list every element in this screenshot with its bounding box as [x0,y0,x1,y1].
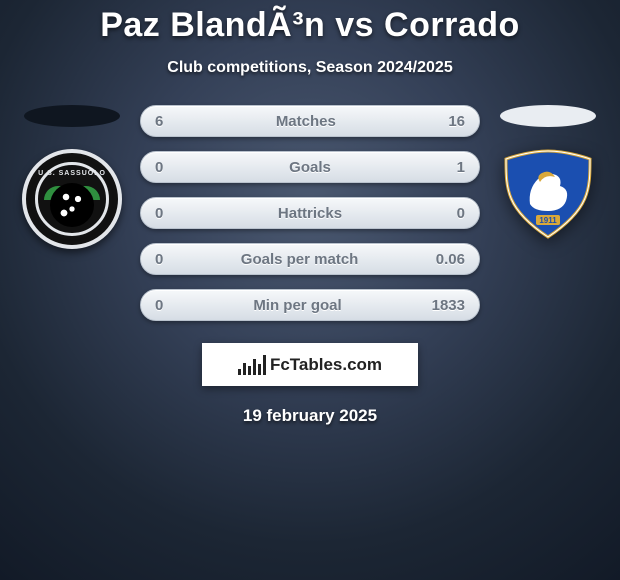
stat-label: Goals per match [163,251,435,268]
stat-left-value: 0 [155,297,163,314]
stat-label: Matches [163,113,448,130]
comparison-row: U.S. SASSUOLO 6 Matches 16 0 Goals 1 0 H… [0,105,620,321]
crest-year: 1911 [539,216,557,225]
bar-chart-icon [238,355,266,375]
branding-text: FcTables.com [270,355,382,375]
stat-right-value: 16 [448,113,465,130]
stat-row-goals: 0 Goals 1 [140,151,480,183]
left-team-column: U.S. SASSUOLO [22,105,122,249]
stat-label: Hattricks [163,205,456,222]
left-team-crest: U.S. SASSUOLO [22,149,122,249]
stat-label: Min per goal [163,297,431,314]
stat-right-value: 0.06 [436,251,465,268]
stat-left-value: 6 [155,113,163,130]
stats-list: 6 Matches 16 0 Goals 1 0 Hattricks 0 0 G… [140,105,480,321]
stat-row-matches: 6 Matches 16 [140,105,480,137]
crest-ball-icon [50,183,94,227]
stat-row-min-per-goal: 0 Min per goal 1833 [140,289,480,321]
stat-left-value: 0 [155,205,163,222]
left-team-name: U.S. SASSUOLO [38,170,106,177]
left-player-shadow [24,105,120,127]
page-subtitle: Club competitions, Season 2024/2025 [167,59,452,77]
content-wrapper: Paz BlandÃ³n vs Corrado Club competition… [0,0,620,426]
stat-left-value: 0 [155,159,163,176]
branding-box: FcTables.com [202,343,418,386]
stat-right-value: 1 [457,159,465,176]
stat-row-goals-per-match: 0 Goals per match 0.06 [140,243,480,275]
right-player-shadow [500,105,596,127]
stat-row-hattricks: 0 Hattricks 0 [140,197,480,229]
page-title: Paz BlandÃ³n vs Corrado [100,6,520,45]
right-team-column: 1911 [498,105,598,239]
stat-right-value: 0 [457,205,465,222]
stat-label: Goals [163,159,456,176]
right-team-crest: 1911 [498,149,598,239]
shield-icon: 1911 [498,149,598,239]
stat-left-value: 0 [155,251,163,268]
date-label: 19 february 2025 [243,406,377,426]
stat-right-value: 1833 [432,297,465,314]
